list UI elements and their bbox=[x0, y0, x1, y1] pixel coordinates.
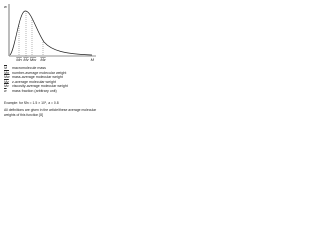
legend-row: w mass fraction (arbitrary unit) bbox=[4, 89, 98, 94]
definition: macromolecule mass bbox=[12, 66, 46, 70]
marker-label: Mz bbox=[40, 57, 45, 62]
definition: mass-average molecular weight bbox=[12, 75, 63, 80]
symbol: Mn bbox=[4, 70, 9, 75]
marker-label: Mw bbox=[30, 57, 37, 62]
marker-lines bbox=[18, 11, 44, 56]
notes: Example: for M̄n = 1.5 × 10⁵, a = 0.8 Al… bbox=[4, 101, 97, 120]
symbol: Mw bbox=[4, 75, 10, 80]
page: {"figure": {"y_label": "w", "x_label": "… bbox=[0, 0, 100, 131]
legend-row: Mw mass-average molecular weight bbox=[4, 75, 98, 80]
definition: z-average molecular weight bbox=[12, 79, 56, 84]
definition: number-average molecular weight bbox=[12, 70, 67, 75]
x-label: M bbox=[91, 57, 95, 62]
symbol: w bbox=[4, 88, 7, 93]
legend-row: Mv viscosity-average molecular weight bbox=[4, 84, 98, 89]
definition: viscosity-average molecular weight bbox=[12, 84, 68, 89]
legend: M macromolecule mass Mn number-average m… bbox=[4, 66, 98, 94]
marker-label: Mn bbox=[16, 57, 22, 62]
symbol: Mv bbox=[4, 84, 9, 89]
legend-row: Mn number-average molecular weight bbox=[4, 71, 98, 76]
definition: mass fraction (arbitrary unit) bbox=[12, 88, 57, 93]
symbol: Mz bbox=[4, 79, 9, 84]
y-label: w bbox=[4, 4, 8, 9]
note: All definitions are given in the article… bbox=[4, 108, 97, 117]
marker-label: Mv bbox=[23, 57, 29, 62]
symbol: M bbox=[4, 66, 7, 70]
figure: w M Mn Mv Mw Mz bbox=[4, 4, 96, 62]
note: Example: for M̄n = 1.5 × 10⁵, a = 0.8 bbox=[4, 101, 59, 105]
legend-row: Mz z-average molecular weight bbox=[4, 80, 98, 85]
legend-row: M macromolecule mass bbox=[4, 66, 98, 71]
distribution-curve bbox=[9, 10, 93, 56]
